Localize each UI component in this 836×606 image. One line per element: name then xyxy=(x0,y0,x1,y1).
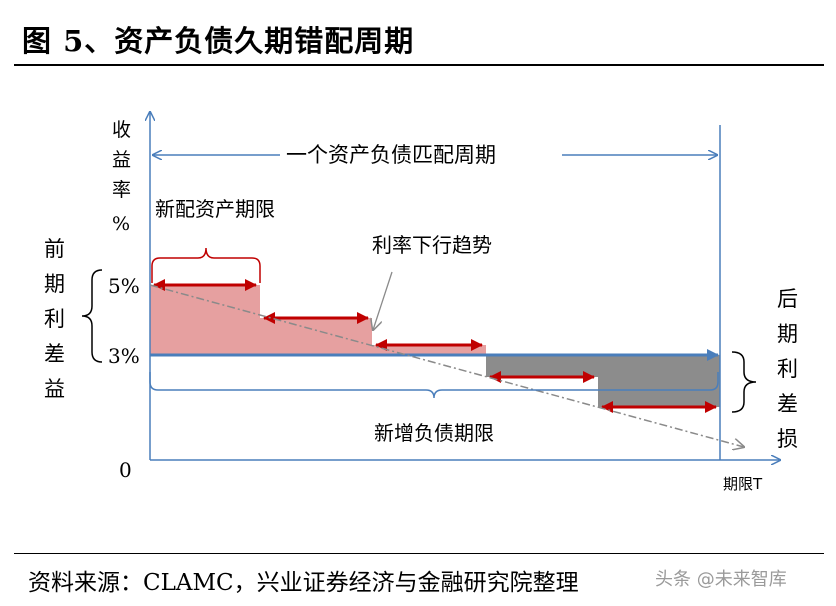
new-asset-term-label: 新配资产期限 xyxy=(155,197,275,221)
new-liability-term-label: 新增负债期限 xyxy=(374,421,494,445)
loss-block-2 xyxy=(598,355,720,407)
x-axis-label: 期限T xyxy=(723,475,763,493)
left-label-5: 益 xyxy=(44,377,65,401)
left-label-2: 期 xyxy=(44,272,65,296)
left-label-3: 利 xyxy=(44,307,65,331)
watermark: 头条 @未来智库 xyxy=(655,569,787,590)
figure-title: 图 5、资产负债久期错配周期 xyxy=(22,24,415,58)
gain-block-1 xyxy=(150,285,260,355)
right-label-1: 后 xyxy=(777,287,798,311)
loss-block-1 xyxy=(486,355,598,377)
left-label-4: 差 xyxy=(44,342,65,366)
asset-term-brace xyxy=(151,247,261,283)
right-label-3: 利 xyxy=(777,357,798,381)
y-axis-label-4: % xyxy=(112,213,130,235)
title-rule xyxy=(14,64,824,66)
rate-low-label: 3% xyxy=(108,344,140,368)
liability-term-brace xyxy=(149,372,719,399)
right-label-4: 差 xyxy=(777,392,798,416)
cycle-label: 一个资产负债匹配周期 xyxy=(286,143,496,167)
y-axis-label-3: 率 xyxy=(112,179,131,201)
footer-rule xyxy=(14,553,824,554)
y-axis-label-2: 益 xyxy=(112,149,131,171)
downtrend-label: 利率下行趋势 xyxy=(372,233,492,257)
right-label-5: 损 xyxy=(777,427,798,451)
right-label-2: 期 xyxy=(777,322,798,346)
rate-high-label: 5% xyxy=(108,274,140,298)
source-note: 资料来源：CLAMC，兴业证券经济与金融研究院整理 xyxy=(28,570,579,596)
asset-term-arrows xyxy=(153,279,717,413)
left-gain-brace xyxy=(81,269,103,363)
origin-label: 0 xyxy=(119,458,132,482)
right-loss-brace xyxy=(731,351,757,413)
gain-block-2 xyxy=(260,318,372,355)
left-label-1: 前 xyxy=(44,237,65,261)
loss-blocks xyxy=(486,355,720,407)
y-axis-label-1: 收 xyxy=(112,119,131,141)
downtrend-pointer xyxy=(373,271,393,330)
rate-downtrend-line xyxy=(149,284,744,447)
